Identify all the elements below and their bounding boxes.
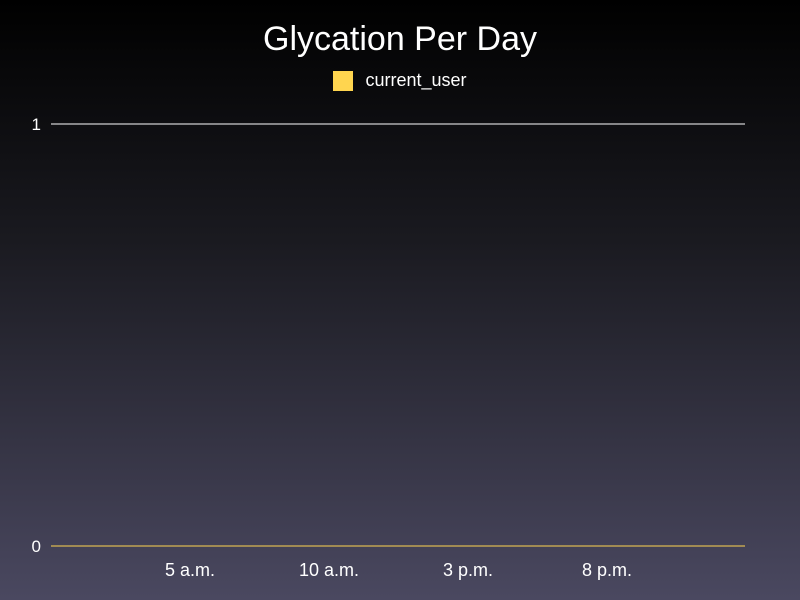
legend-swatch-icon (333, 70, 354, 91)
y-tick-label: 1 (32, 115, 41, 134)
x-tick-label: 3 p.m. (443, 560, 493, 580)
chart-legend: current_user (0, 70, 800, 91)
x-tick-label: 5 a.m. (165, 560, 215, 580)
x-tick-label: 8 p.m. (582, 560, 632, 580)
x-axis: 5 a.m. 10 a.m. 3 p.m. 8 p.m. (165, 560, 632, 580)
y-axis: 01 (32, 115, 41, 556)
x-tick-label: 10 a.m. (299, 560, 359, 580)
chart-title: Glycation Per Day (263, 20, 537, 58)
legend-label: current_user (365, 70, 467, 90)
y-tick-label: 0 (32, 537, 41, 556)
